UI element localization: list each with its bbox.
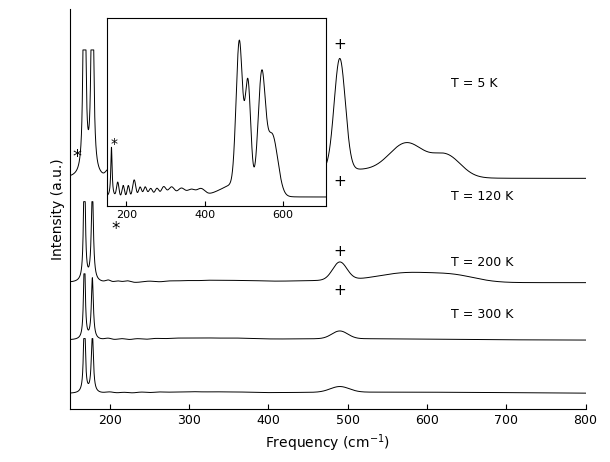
Text: T = 200 K: T = 200 K — [451, 256, 513, 269]
X-axis label: Frequency (cm$^{-1}$): Frequency (cm$^{-1}$) — [265, 432, 390, 454]
Text: T = 300 K: T = 300 K — [451, 308, 513, 321]
Text: +: + — [334, 244, 346, 259]
Text: +: + — [334, 174, 346, 189]
Text: *: * — [110, 137, 117, 152]
Text: *: * — [72, 148, 81, 166]
Y-axis label: Intensity (a.u.): Intensity (a.u.) — [51, 158, 65, 260]
Text: T = 5 K: T = 5 K — [451, 77, 497, 90]
Text: T = 120 K: T = 120 K — [451, 189, 513, 203]
Text: +: + — [334, 37, 346, 52]
Text: *: * — [111, 220, 120, 238]
Text: +: + — [334, 283, 346, 298]
